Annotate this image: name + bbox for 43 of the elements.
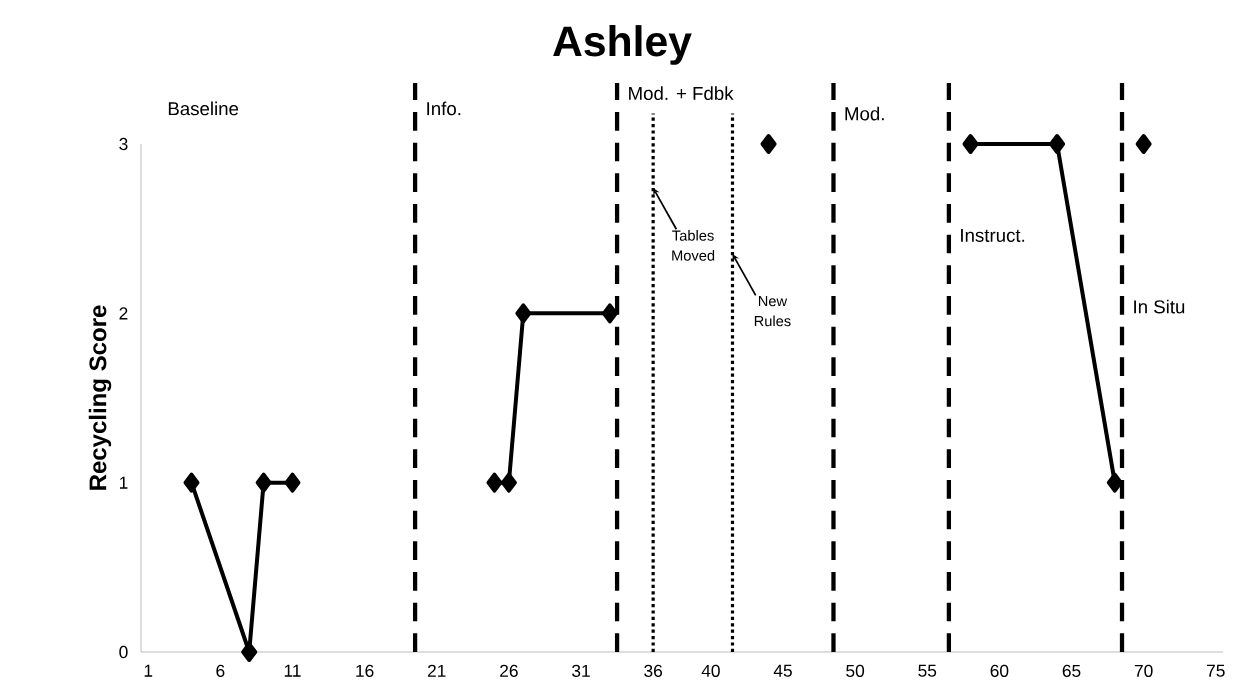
point [1049, 134, 1066, 154]
x-tick-label: 31 [572, 664, 590, 677]
point [500, 472, 517, 493]
ref-line-label: New Rules [754, 296, 791, 327]
x-tick-label: 50 [846, 664, 865, 677]
ref-line-label: Info. [427, 101, 461, 116]
ref-line-label: Mod. [845, 106, 884, 121]
ref-line-label: Mod. + Fdbk [629, 86, 734, 101]
x-tick-label: 45 [773, 664, 792, 677]
point [255, 472, 272, 493]
x-tick-label: 21 [427, 664, 446, 677]
x-tick-label: 11 [284, 664, 301, 677]
ref-line-label: In Situ [1134, 299, 1185, 314]
x-tick-label: 6 [216, 664, 225, 677]
point [1135, 134, 1152, 154]
y-tick-label: 2 [119, 307, 128, 320]
x-tick-label: 70 [1134, 664, 1153, 677]
point [183, 472, 200, 493]
y-tick-label: 1 [119, 476, 128, 489]
chart-title: Ashley [553, 25, 692, 65]
point [241, 642, 258, 662]
x-tick-label: 36 [644, 664, 663, 677]
x-tick-label: 26 [500, 664, 518, 677]
text: Baseline [168, 101, 239, 116]
point [284, 472, 301, 493]
ref-line-label: Tables Moved [672, 230, 715, 261]
ref-line-label: Instruct. [961, 228, 1025, 242]
x-tick-label: 75 [1207, 664, 1225, 677]
point [515, 303, 532, 324]
point [962, 134, 979, 154]
x-tick-label: 1 [144, 664, 153, 677]
y-tick-label: 3 [119, 137, 128, 151]
x-tick-label: 40 [701, 664, 720, 677]
x-tick-label: 16 [356, 664, 374, 677]
x-tick-label: 65 [1062, 664, 1081, 677]
x-tick-label: 55 [918, 664, 937, 677]
y-axis-title: Recycling Score [88, 305, 112, 490]
point [1106, 472, 1123, 493]
point [486, 472, 503, 493]
y-tick-label: 0 [119, 645, 128, 659]
point [601, 303, 618, 324]
x-tick-label: 60 [990, 664, 1009, 677]
point [760, 134, 777, 154]
